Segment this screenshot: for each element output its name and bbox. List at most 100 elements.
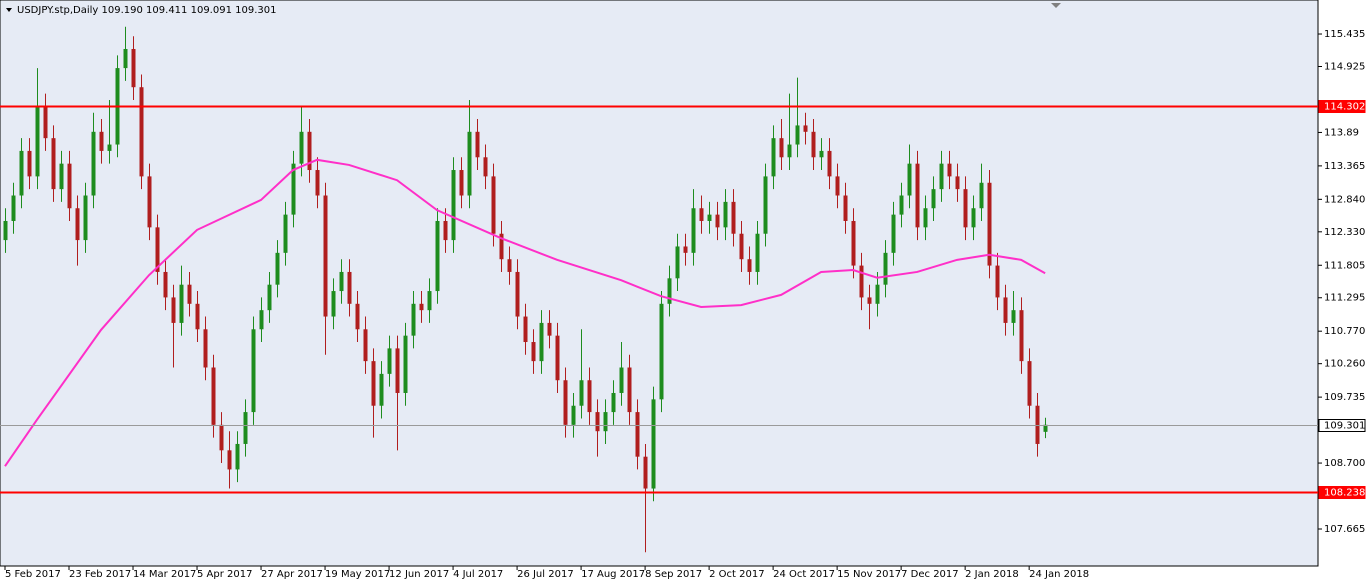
x-tick-label: 26 Jul 2017 xyxy=(517,569,574,580)
candle-body xyxy=(443,220,448,241)
candle-body xyxy=(267,284,272,311)
candle-body xyxy=(771,138,776,177)
candle-body xyxy=(987,182,992,266)
y-tick-label: 111.805 xyxy=(1324,260,1365,271)
x-tick-label: 24 Oct 2017 xyxy=(773,569,835,580)
candle-body xyxy=(691,208,696,253)
candle-body xyxy=(635,412,640,457)
candle-body xyxy=(411,303,416,336)
candle-body xyxy=(459,170,464,196)
x-tick-label: 5 Feb 2017 xyxy=(5,569,61,580)
candle-body xyxy=(67,163,72,209)
candle-body xyxy=(99,131,104,151)
price-label-box xyxy=(1318,486,1366,499)
menu-arrow[interactable] xyxy=(6,8,12,12)
candle-body xyxy=(763,176,768,234)
candle-body xyxy=(675,246,680,279)
candle-body xyxy=(131,48,136,88)
candle-body xyxy=(651,399,656,489)
candle-body xyxy=(1019,310,1024,362)
x-tick-label: 19 May 2017 xyxy=(325,569,390,580)
candle-body xyxy=(259,310,264,330)
candle-body xyxy=(491,176,496,234)
candle-body xyxy=(619,367,624,393)
candle-body xyxy=(3,220,8,241)
candle-body xyxy=(515,271,520,317)
y-tick-label: 110.260 xyxy=(1324,359,1365,370)
candle-body xyxy=(203,329,208,368)
candle-body xyxy=(291,163,296,215)
candle-body xyxy=(75,208,80,241)
y-tick-label: 113.365 xyxy=(1324,161,1365,172)
candle-body xyxy=(235,443,240,470)
candle-body xyxy=(219,424,224,451)
candle-body xyxy=(347,271,352,304)
candle-body xyxy=(755,233,760,272)
candle-body xyxy=(947,163,952,177)
candle-body xyxy=(323,195,328,317)
candle-body xyxy=(787,144,792,158)
candle-body xyxy=(1035,405,1040,444)
candle-body xyxy=(995,265,1000,298)
candle-body xyxy=(1011,310,1016,323)
price-label-box xyxy=(1318,100,1366,113)
candle-body xyxy=(931,189,936,209)
candle-body xyxy=(35,106,40,177)
y-tick-label: 108.700 xyxy=(1324,458,1365,469)
candle-body xyxy=(739,233,744,260)
shift-marker[interactable] xyxy=(1051,3,1061,8)
candle-body xyxy=(531,342,536,362)
candle-body xyxy=(27,150,32,177)
candle-body xyxy=(155,227,160,272)
candle-body xyxy=(499,233,504,260)
candle-body xyxy=(275,252,280,285)
x-tick-label: 7 Dec 2017 xyxy=(901,569,959,580)
candle-body xyxy=(435,220,440,292)
candle-body xyxy=(379,373,384,406)
candle-body xyxy=(107,144,112,151)
candle-body xyxy=(595,412,600,432)
candle-body xyxy=(299,131,304,164)
candle-body xyxy=(811,131,816,158)
candle-body xyxy=(683,246,688,253)
candle-body xyxy=(779,138,784,158)
candle-body xyxy=(139,87,144,177)
candle-body xyxy=(147,176,152,228)
candle-body xyxy=(123,48,128,69)
candle-body xyxy=(603,412,608,432)
candle-body xyxy=(843,195,848,221)
candle-body xyxy=(163,271,168,298)
candle-body xyxy=(91,131,96,196)
candle-body xyxy=(963,189,968,228)
candle-body xyxy=(827,150,832,177)
candle-body xyxy=(851,220,856,266)
candle-body xyxy=(467,131,472,196)
candle-body xyxy=(939,163,944,190)
y-tick-label: 110.770 xyxy=(1324,326,1365,337)
candle-body xyxy=(1027,361,1032,406)
candle-body xyxy=(611,392,616,413)
candle-body xyxy=(587,380,592,413)
candle-body xyxy=(187,284,192,304)
candle-body xyxy=(795,125,800,145)
candle-body xyxy=(363,329,368,362)
candle-body xyxy=(579,380,584,406)
candle-body xyxy=(387,348,392,374)
candle-body xyxy=(523,316,528,343)
candle-body xyxy=(707,214,712,221)
candle-body xyxy=(211,367,216,425)
candle-body xyxy=(1043,424,1048,432)
candle-body xyxy=(747,259,752,272)
candle-body xyxy=(955,176,960,190)
price-label-box xyxy=(1318,419,1366,432)
candle-body xyxy=(339,271,344,292)
x-tick-label: 2 Oct 2017 xyxy=(709,569,764,580)
price-label: 108.238 xyxy=(1324,488,1365,499)
candle-body xyxy=(547,322,552,336)
candle-body xyxy=(227,450,232,470)
candle-body xyxy=(43,106,48,139)
x-tick-label: 27 Apr 2017 xyxy=(261,569,323,580)
candle-body xyxy=(723,201,728,228)
y-tick-label: 114.925 xyxy=(1324,62,1365,73)
candle-body xyxy=(11,195,16,221)
